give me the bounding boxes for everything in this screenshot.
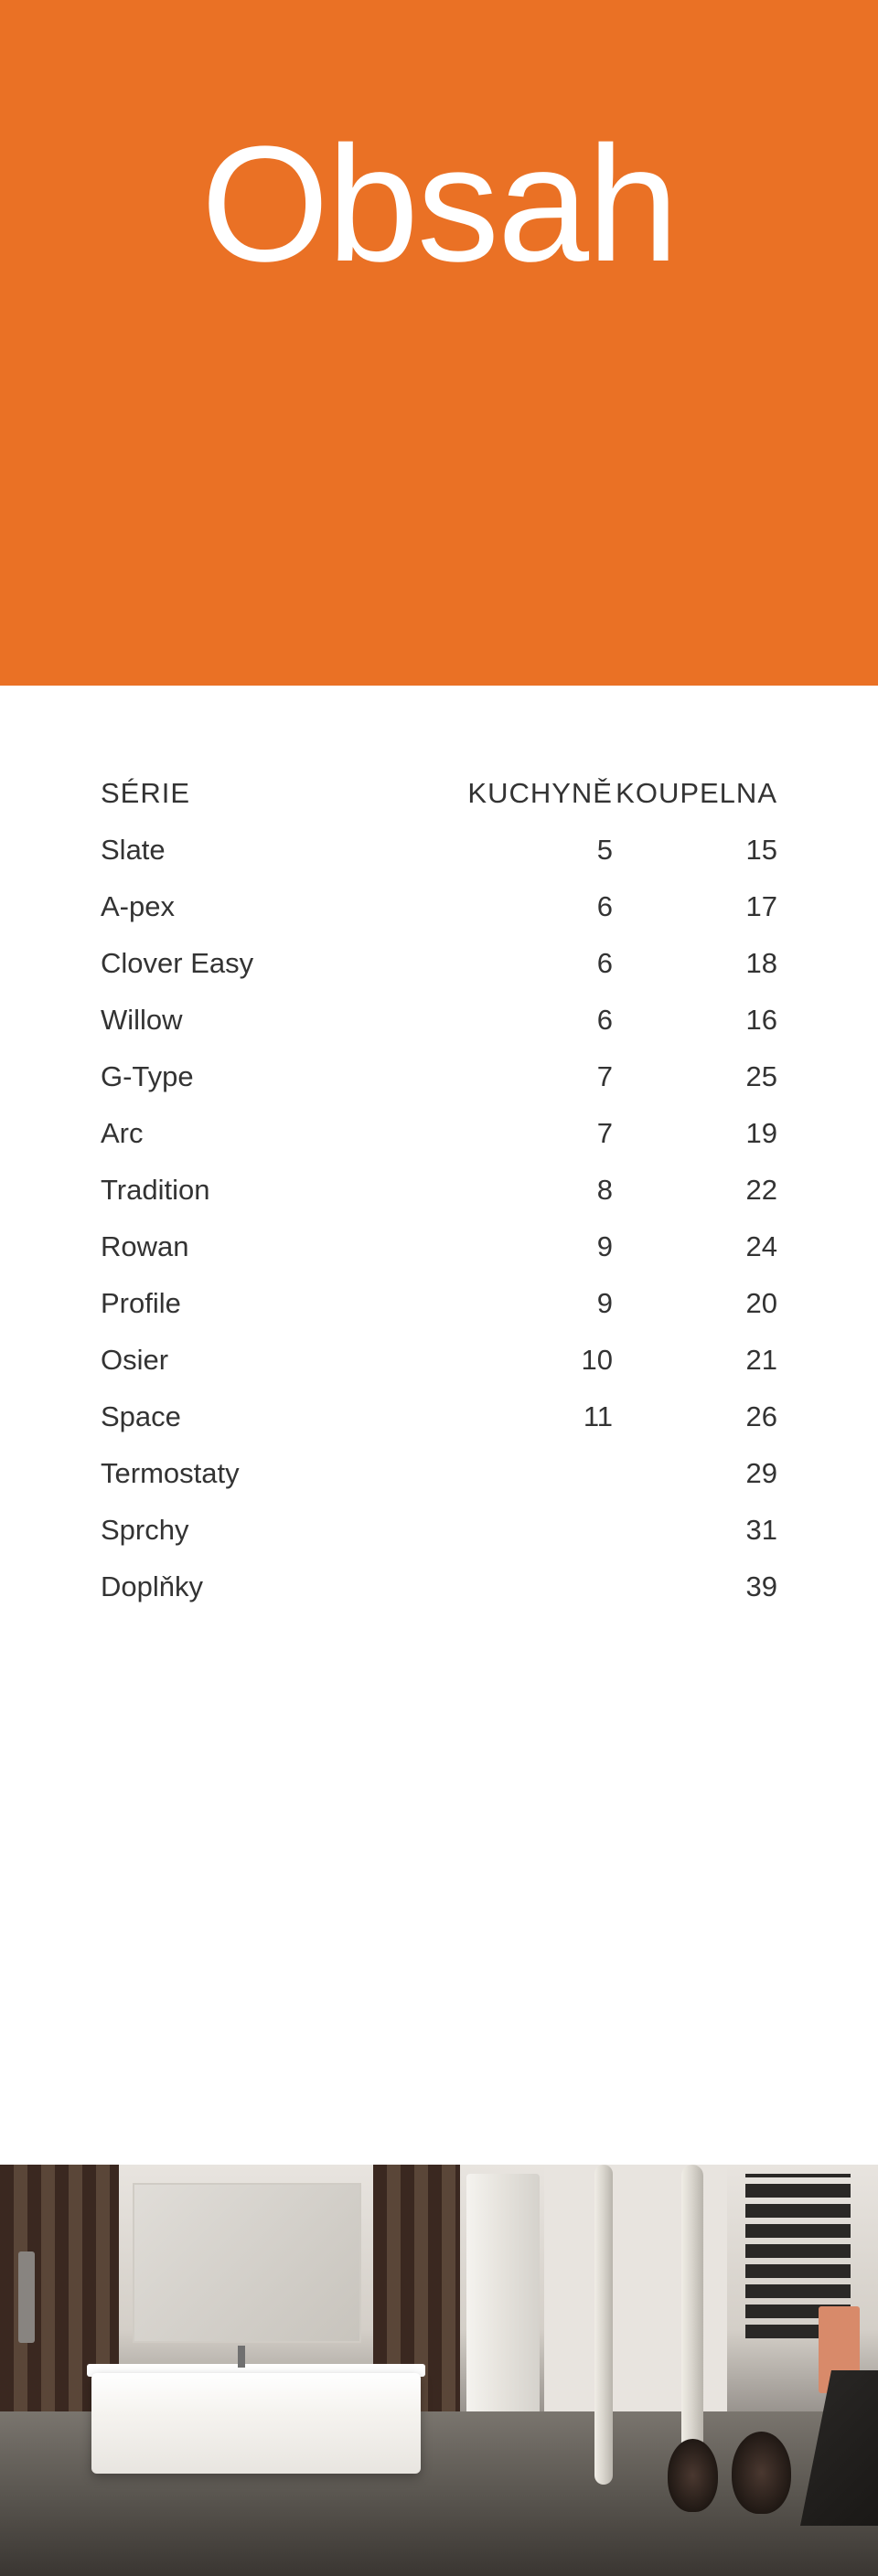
cell-series: Osier [101, 1344, 402, 1377]
cell-series: Rowan [101, 1230, 402, 1263]
cell-series: A-pex [101, 890, 402, 923]
cell-bath: 21 [613, 1344, 777, 1377]
cell-kitchen: 7 [402, 1117, 613, 1150]
cell-series: Willow [101, 1004, 402, 1037]
cell-kitchen: 11 [402, 1400, 613, 1433]
table-row: Space1126 [101, 1400, 777, 1433]
lantern-small [668, 2439, 718, 2512]
cell-bath: 16 [613, 1004, 777, 1037]
table-row: A-pex617 [101, 890, 777, 923]
cell-bath: 17 [613, 890, 777, 923]
table-row: Slate515 [101, 834, 777, 867]
cell-series: Clover Easy [101, 947, 402, 980]
cell-series: Arc [101, 1117, 402, 1150]
table-row: Doplňky 39 [101, 1570, 777, 1603]
cell-bath: 25 [613, 1060, 777, 1093]
cell-kitchen: 10 [402, 1344, 613, 1377]
cell-bath: 15 [613, 834, 777, 867]
table-row: Sprchy 31 [101, 1514, 777, 1547]
cell-bath: 26 [613, 1400, 777, 1433]
cell-bath: 22 [613, 1174, 777, 1207]
table-row: Rowan924 [101, 1230, 777, 1263]
cell-kitchen [402, 1570, 613, 1603]
cell-kitchen: 9 [402, 1287, 613, 1320]
cell-kitchen: 8 [402, 1174, 613, 1207]
cell-kitchen [402, 1457, 613, 1490]
lantern-large [732, 2432, 791, 2514]
cell-series: Space [101, 1400, 402, 1433]
cell-series: Profile [101, 1287, 402, 1320]
column-header-kitchen: KUCHYNĚ [402, 777, 613, 810]
cell-series: Termostaty [101, 1457, 402, 1490]
cell-bath: 20 [613, 1287, 777, 1320]
bathroom-photo [0, 2165, 878, 2576]
cell-kitchen: 9 [402, 1230, 613, 1263]
towel-hook [18, 2251, 35, 2343]
cell-bath: 18 [613, 947, 777, 980]
table-row: Tradition822 [101, 1174, 777, 1207]
cell-series: Sprchy [101, 1514, 402, 1547]
mirror [133, 2183, 361, 2343]
cell-series: Doplňky [101, 1570, 402, 1603]
cell-kitchen: 7 [402, 1060, 613, 1093]
page-title: Obsah [201, 110, 677, 299]
cell-series: Slate [101, 834, 402, 867]
cell-bath: 24 [613, 1230, 777, 1263]
table-row: G-Type725 [101, 1060, 777, 1093]
birch-tree-1 [594, 2165, 613, 2485]
cell-bath: 19 [613, 1117, 777, 1150]
cell-kitchen: 6 [402, 1004, 613, 1037]
cell-kitchen [402, 1514, 613, 1547]
cell-bath: 29 [613, 1457, 777, 1490]
faucet [238, 2346, 245, 2368]
table-row: Profile920 [101, 1287, 777, 1320]
table-header-row: SÉRIE KUCHYNĚ KOUPELNA [101, 777, 777, 810]
content-area: SÉRIE KUCHYNĚ KOUPELNA Slate515A-pex617C… [0, 686, 878, 1603]
cell-kitchen: 5 [402, 834, 613, 867]
table-row: Osier1021 [101, 1344, 777, 1377]
cell-bath: 39 [613, 1570, 777, 1603]
column-header-bath: KOUPELNA [613, 777, 777, 810]
table-row: Clover Easy618 [101, 947, 777, 980]
table-row: Termostaty 29 [101, 1457, 777, 1490]
toc-table: SÉRIE KUCHYNĚ KOUPELNA Slate515A-pex617C… [101, 777, 777, 1603]
cell-bath: 31 [613, 1514, 777, 1547]
table-row: Willow616 [101, 1004, 777, 1037]
cell-series: Tradition [101, 1174, 402, 1207]
cell-kitchen: 6 [402, 947, 613, 980]
cell-kitchen: 6 [402, 890, 613, 923]
table-row: Arc719 [101, 1117, 777, 1150]
table-body: Slate515A-pex617Clover Easy618Willow616G… [101, 834, 777, 1603]
column-header-series: SÉRIE [101, 777, 402, 810]
header-block: Obsah [0, 0, 878, 686]
vanity-cabinet [91, 2373, 421, 2474]
cell-series: G-Type [101, 1060, 402, 1093]
